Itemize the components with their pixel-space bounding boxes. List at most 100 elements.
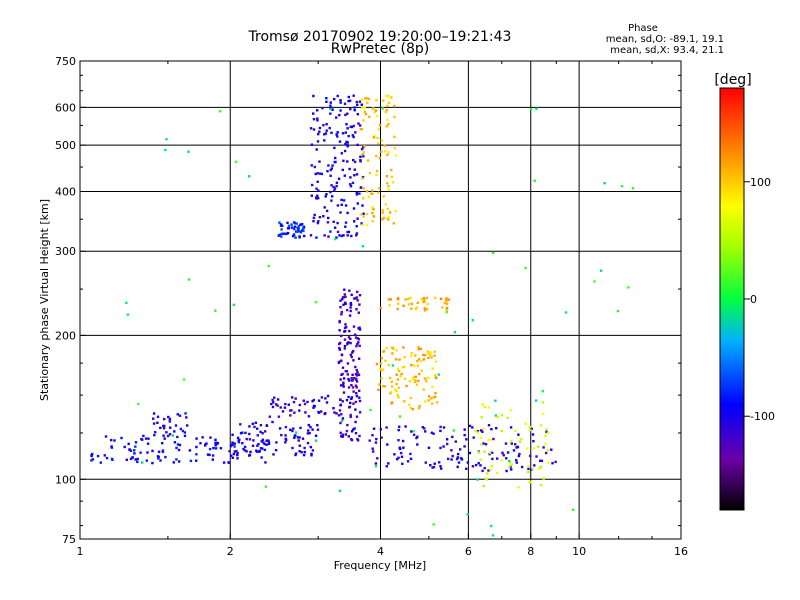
data-point bbox=[294, 453, 297, 457]
data-point bbox=[165, 138, 168, 141]
data-point bbox=[423, 307, 426, 310]
data-point bbox=[231, 456, 234, 459]
data-point bbox=[231, 433, 234, 436]
data-point bbox=[298, 444, 301, 447]
data-point bbox=[346, 127, 349, 130]
data-point bbox=[293, 227, 296, 231]
data-point bbox=[125, 458, 128, 461]
data-point bbox=[381, 211, 384, 215]
data-point bbox=[345, 429, 349, 433]
data-point bbox=[287, 224, 291, 227]
data-point bbox=[175, 458, 178, 461]
data-point bbox=[370, 192, 373, 195]
data-point bbox=[312, 118, 316, 121]
data-point bbox=[323, 139, 326, 142]
data-point bbox=[344, 131, 347, 134]
data-point bbox=[353, 297, 356, 300]
data-point bbox=[285, 232, 288, 235]
data-point bbox=[490, 451, 494, 454]
data-point bbox=[359, 186, 362, 189]
data-point bbox=[321, 106, 324, 110]
data-point bbox=[356, 143, 359, 147]
data-point bbox=[417, 345, 420, 349]
data-point bbox=[501, 451, 504, 455]
data-point bbox=[359, 159, 362, 162]
data-point bbox=[423, 309, 427, 312]
data-point bbox=[285, 438, 288, 442]
data-point bbox=[508, 459, 511, 463]
data-point bbox=[476, 478, 479, 481]
data-point bbox=[350, 397, 353, 400]
data-point bbox=[380, 139, 384, 142]
data-point bbox=[280, 433, 283, 437]
data-point bbox=[236, 457, 239, 460]
data-point bbox=[134, 441, 138, 444]
data-point bbox=[389, 391, 392, 394]
data-point bbox=[306, 432, 310, 435]
data-point bbox=[277, 234, 280, 237]
data-point bbox=[311, 428, 314, 431]
data-point bbox=[187, 150, 190, 153]
data-points bbox=[90, 94, 635, 537]
data-point bbox=[352, 390, 355, 393]
data-point bbox=[400, 372, 403, 376]
data-point bbox=[241, 431, 244, 434]
data-point bbox=[363, 106, 366, 109]
data-point bbox=[440, 467, 443, 470]
data-point bbox=[390, 168, 393, 172]
phase-x-stats: mean, sd,X: 93.4, 21.1 bbox=[610, 45, 724, 56]
data-point bbox=[545, 430, 548, 433]
data-point bbox=[355, 232, 359, 235]
data-point bbox=[353, 333, 357, 336]
data-point bbox=[379, 428, 383, 431]
data-point bbox=[172, 461, 175, 464]
data-point bbox=[359, 127, 363, 131]
data-point bbox=[371, 434, 374, 437]
data-point bbox=[336, 94, 339, 98]
data-point bbox=[340, 334, 343, 338]
data-point bbox=[302, 453, 306, 457]
data-point bbox=[482, 484, 485, 488]
data-point bbox=[318, 172, 322, 175]
data-point bbox=[173, 441, 177, 444]
data-point bbox=[137, 402, 140, 406]
data-point bbox=[256, 427, 259, 430]
data-point bbox=[439, 446, 442, 450]
data-point bbox=[280, 232, 283, 236]
data-point bbox=[515, 461, 518, 464]
data-point bbox=[417, 379, 420, 383]
data-point bbox=[341, 366, 345, 369]
data-point bbox=[357, 338, 361, 341]
data-point bbox=[371, 447, 374, 450]
data-point bbox=[481, 469, 484, 473]
data-point bbox=[380, 357, 383, 360]
data-point bbox=[292, 427, 295, 430]
data-point bbox=[371, 220, 374, 223]
data-point bbox=[293, 225, 297, 228]
data-point bbox=[339, 359, 342, 363]
data-point bbox=[349, 401, 352, 405]
data-point bbox=[483, 405, 486, 409]
data-point bbox=[426, 302, 429, 306]
data-point bbox=[307, 429, 310, 432]
data-point bbox=[358, 389, 361, 392]
data-point bbox=[275, 441, 278, 444]
data-point bbox=[472, 436, 475, 439]
data-point bbox=[177, 448, 181, 452]
data-point bbox=[525, 447, 529, 450]
data-point bbox=[346, 373, 349, 376]
data-point bbox=[338, 342, 341, 346]
data-point bbox=[333, 189, 336, 192]
data-point bbox=[340, 353, 344, 356]
data-point bbox=[282, 232, 285, 235]
data-point bbox=[406, 460, 410, 463]
data-point bbox=[386, 207, 389, 211]
data-point bbox=[340, 234, 344, 238]
data-point bbox=[450, 449, 453, 452]
data-point bbox=[350, 430, 354, 433]
data-point bbox=[480, 416, 483, 419]
data-point bbox=[432, 396, 435, 399]
data-point bbox=[295, 431, 298, 434]
data-point bbox=[211, 458, 214, 461]
data-point bbox=[318, 130, 321, 133]
